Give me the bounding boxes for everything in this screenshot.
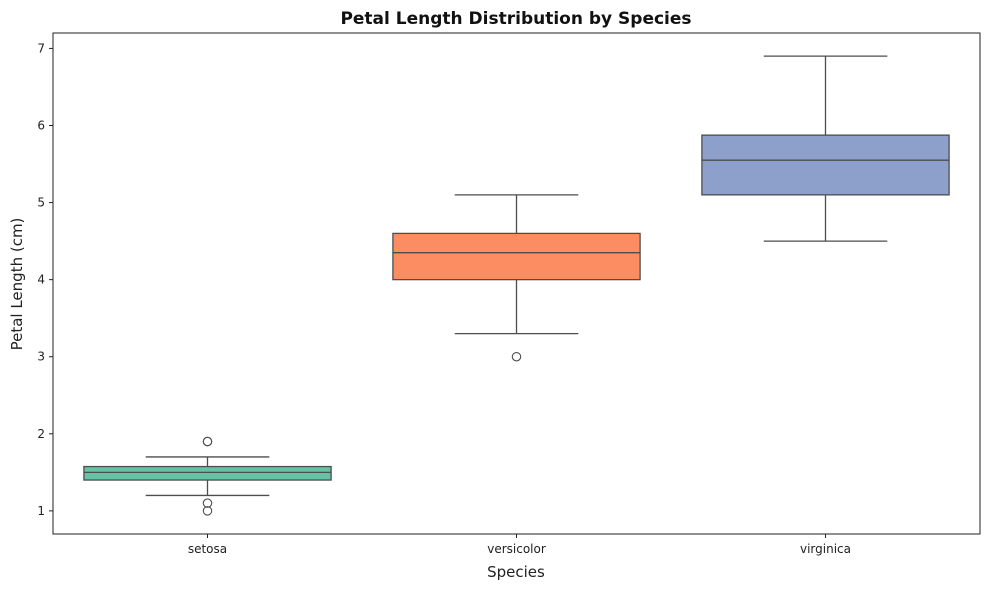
outlier-point <box>511 351 522 362</box>
x-tick-label: versicolor <box>487 542 546 556</box>
chart-title: Petal Length Distribution by Species <box>340 9 691 29</box>
x-tick-label: setosa <box>188 542 227 556</box>
y-tick-label: 1 <box>37 504 45 518</box>
box-setosa <box>83 465 332 481</box>
outlier-point <box>202 498 213 508</box>
x-tick-label: virginica <box>800 542 851 556</box>
box-group-versicolor <box>392 194 641 362</box>
x-axis: setosa versicolor virginica <box>188 534 851 556</box>
y-tick-label: 4 <box>37 273 45 287</box>
y-tick-label: 2 <box>37 427 45 441</box>
x-axis-label: Species <box>487 563 545 581</box>
box-group-setosa <box>83 436 332 516</box>
box-versicolor <box>392 232 641 281</box>
y-tick-label: 3 <box>37 350 45 364</box>
y-tick-label: 7 <box>37 41 45 55</box>
y-tick-label: 5 <box>37 196 45 210</box>
y-tick-label: 6 <box>37 118 45 132</box>
y-axis: 1 2 3 4 5 6 7 <box>37 41 53 518</box>
outlier-point <box>202 506 213 516</box>
box-group-virginica <box>701 55 950 242</box>
y-axis-label: Petal Length (cm) <box>8 218 26 351</box>
plot-area <box>83 55 950 516</box>
box-virginica <box>701 134 950 196</box>
outlier-point <box>202 436 213 447</box>
